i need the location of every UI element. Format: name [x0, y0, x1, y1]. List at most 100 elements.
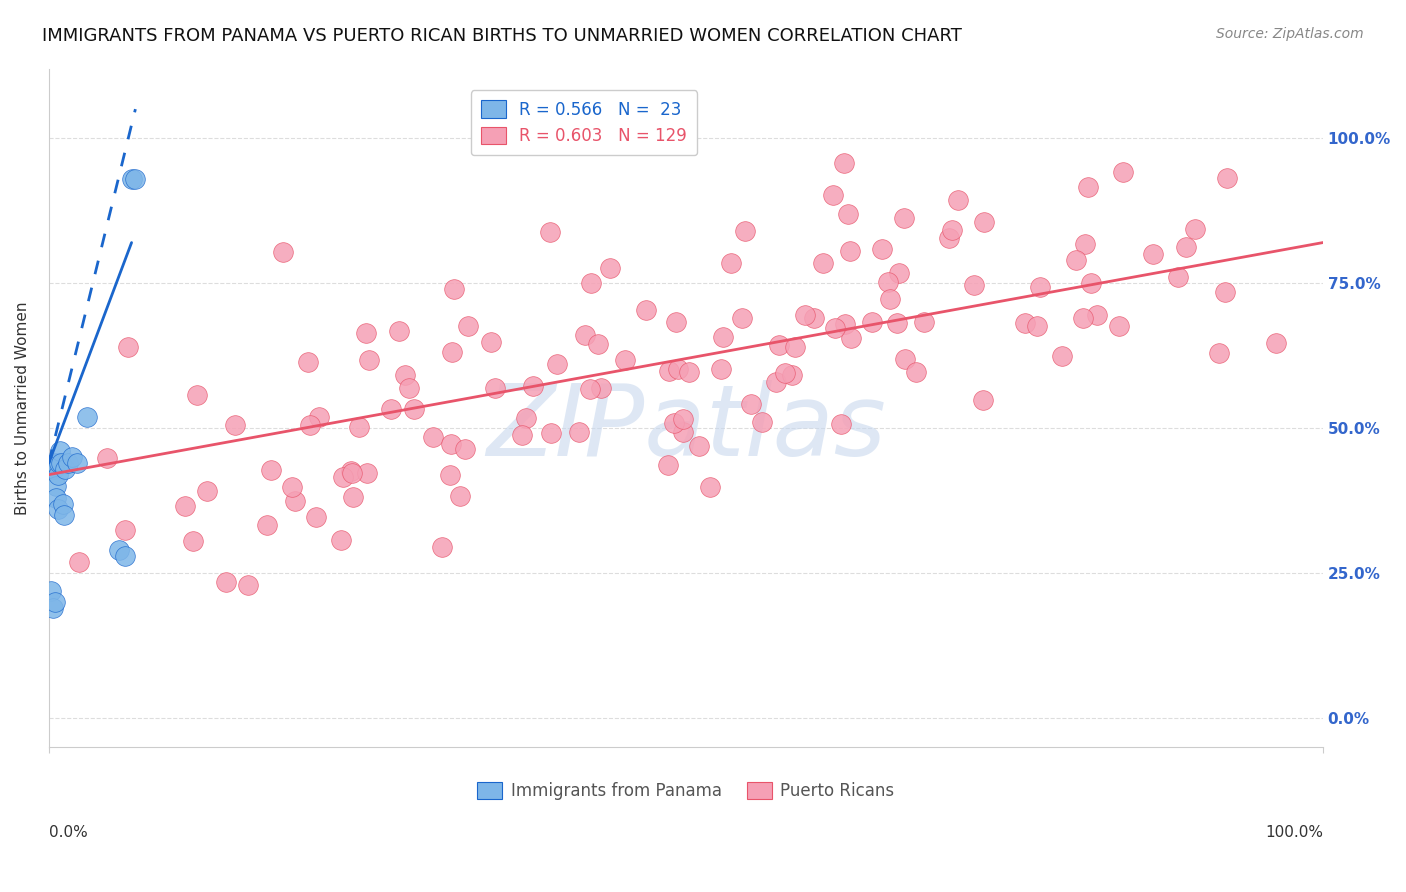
Point — [1213, 285, 1236, 299]
Point — [973, 215, 995, 229]
Point — [394, 368, 416, 383]
Point — [613, 353, 636, 368]
Point — [224, 418, 246, 433]
Point — [339, 464, 361, 478]
Point — [678, 365, 700, 379]
Point — [440, 437, 463, 451]
Point — [298, 418, 321, 433]
Point — [76, 409, 98, 424]
Point — [354, 326, 377, 340]
Point — [510, 428, 533, 442]
Legend: Immigrants from Panama, Puerto Ricans: Immigrants from Panama, Puerto Ricans — [471, 775, 901, 807]
Point — [893, 352, 915, 367]
Point — [398, 381, 420, 395]
Point — [238, 578, 260, 592]
Point — [430, 540, 453, 554]
Point — [877, 275, 900, 289]
Point — [449, 489, 471, 503]
Point — [439, 468, 461, 483]
Point — [734, 224, 756, 238]
Point — [1184, 222, 1206, 236]
Point — [768, 338, 790, 352]
Point — [1112, 165, 1135, 179]
Point — [1265, 336, 1288, 351]
Point — [1080, 276, 1102, 290]
Point — [60, 450, 83, 465]
Text: Source: ZipAtlas.com: Source: ZipAtlas.com — [1216, 27, 1364, 41]
Point — [186, 388, 208, 402]
Point — [941, 222, 963, 236]
Point — [356, 466, 378, 480]
Point — [108, 543, 131, 558]
Point — [889, 266, 911, 280]
Point — [45, 491, 67, 505]
Point — [42, 462, 65, 476]
Point — [479, 334, 502, 349]
Point — [879, 292, 901, 306]
Point — [711, 330, 734, 344]
Point — [671, 425, 693, 440]
Point — [46, 467, 69, 482]
Point — [720, 256, 742, 270]
Point — [568, 425, 591, 439]
Point — [574, 327, 596, 342]
Point — [578, 382, 600, 396]
Point — [860, 315, 883, 329]
Point — [457, 318, 479, 333]
Point — [813, 255, 835, 269]
Point — [662, 417, 685, 431]
Point — [45, 479, 67, 493]
Point — [1052, 349, 1074, 363]
Point — [308, 409, 330, 424]
Point — [342, 467, 364, 481]
Point — [837, 207, 859, 221]
Point — [824, 321, 846, 335]
Point — [114, 524, 136, 538]
Point — [41, 601, 63, 615]
Point — [347, 420, 370, 434]
Point — [522, 379, 544, 393]
Point — [330, 533, 353, 548]
Point — [599, 260, 621, 275]
Point — [388, 324, 411, 338]
Point — [773, 366, 796, 380]
Point — [56, 456, 79, 470]
Point — [546, 357, 568, 371]
Point — [422, 430, 444, 444]
Point — [579, 276, 602, 290]
Point — [39, 583, 62, 598]
Point — [181, 534, 204, 549]
Point — [1208, 346, 1230, 360]
Point — [1085, 308, 1108, 322]
Point — [886, 316, 908, 330]
Point — [591, 381, 613, 395]
Point — [751, 415, 773, 429]
Point — [443, 281, 465, 295]
Text: 100.0%: 100.0% — [1265, 825, 1323, 840]
Point — [305, 510, 328, 524]
Point — [893, 211, 915, 225]
Y-axis label: Births to Unmarried Women: Births to Unmarried Women — [15, 301, 30, 515]
Point — [1071, 311, 1094, 326]
Point — [1064, 252, 1087, 267]
Point — [195, 483, 218, 498]
Point — [48, 456, 70, 470]
Point — [834, 318, 856, 332]
Point — [839, 331, 862, 345]
Point — [117, 340, 139, 354]
Point — [66, 456, 89, 470]
Point — [905, 365, 928, 379]
Text: IMMIGRANTS FROM PANAMA VS PUERTO RICAN BIRTHS TO UNMARRIED WOMEN CORRELATION CHA: IMMIGRANTS FROM PANAMA VS PUERTO RICAN B… — [42, 27, 962, 45]
Point — [1142, 247, 1164, 261]
Point — [124, 171, 146, 186]
Point — [586, 336, 609, 351]
Point — [44, 595, 66, 609]
Point — [1026, 318, 1049, 333]
Point — [1167, 269, 1189, 284]
Point — [1074, 236, 1097, 251]
Point — [731, 311, 754, 326]
Point — [666, 362, 689, 376]
Point — [173, 500, 195, 514]
Point — [357, 352, 380, 367]
Point — [515, 411, 537, 425]
